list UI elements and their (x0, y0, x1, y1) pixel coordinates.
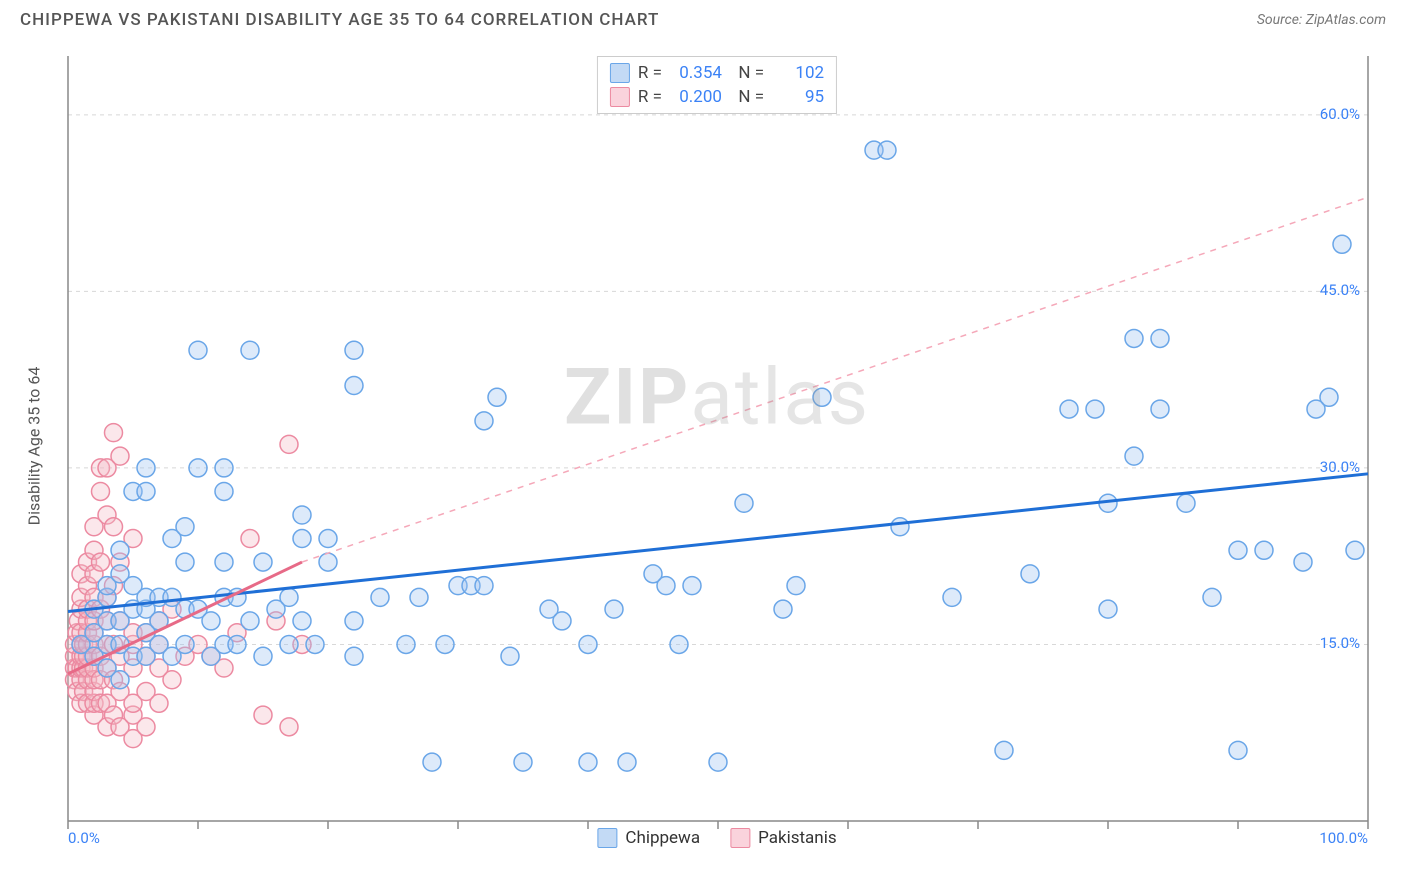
legend-row-chippewa: R = 0.354 N = 102 (610, 61, 824, 85)
legend-label-chippewa: Chippewa (625, 828, 700, 848)
source-prefix: Source: (1257, 12, 1306, 28)
legend-item-pakistanis: Pakistanis (730, 828, 837, 848)
legend-n-label: N = (730, 63, 764, 83)
chart-container: Disability Age 35 to 64 ZIPatlas R = 0.3… (48, 46, 1386, 846)
legend-item-chippewa: Chippewa (597, 828, 700, 848)
legend-r-value-chippewa: 0.354 (670, 63, 722, 83)
chart-title: CHIPPEWA VS PAKISTANI DISABILITY AGE 35 … (20, 10, 659, 30)
y-tick-label: 45.0% (1320, 281, 1360, 299)
legend-r-value-pakistanis: 0.200 (670, 87, 722, 107)
legend-swatch-chippewa-icon (597, 828, 617, 848)
source-name: ZipAtlas.com (1306, 12, 1386, 28)
legend-n-value-pakistanis: 95 (772, 87, 824, 107)
y-tick-label: 60.0% (1320, 105, 1360, 123)
legend-correlation: R = 0.354 N = 102 R = 0.200 N = 95 (597, 56, 837, 114)
legend-series: Chippewa Pakistanis (597, 828, 836, 848)
legend-n-value-chippewa: 102 (772, 63, 824, 83)
x-tick-label: 100.0% (1319, 829, 1368, 847)
legend-swatch-chippewa (610, 63, 630, 83)
y-axis-label: Disability Age 35 to 64 (25, 367, 44, 526)
y-tick-label: 15.0% (1320, 634, 1360, 652)
legend-row-pakistanis: R = 0.200 N = 95 (610, 85, 824, 109)
legend-r-label: R = (638, 63, 662, 83)
scatter-plot (48, 46, 1386, 846)
chart-header: CHIPPEWA VS PAKISTANI DISABILITY AGE 35 … (0, 0, 1406, 30)
source-credit: Source: ZipAtlas.com (1257, 12, 1386, 28)
x-tick-label: 0.0% (68, 829, 100, 847)
legend-n-label: N = (730, 87, 764, 107)
y-tick-label: 30.0% (1320, 458, 1360, 476)
legend-label-pakistanis: Pakistanis (758, 828, 837, 848)
legend-swatch-pakistanis (610, 87, 630, 107)
legend-swatch-pakistanis-icon (730, 828, 750, 848)
legend-r-label: R = (638, 87, 662, 107)
